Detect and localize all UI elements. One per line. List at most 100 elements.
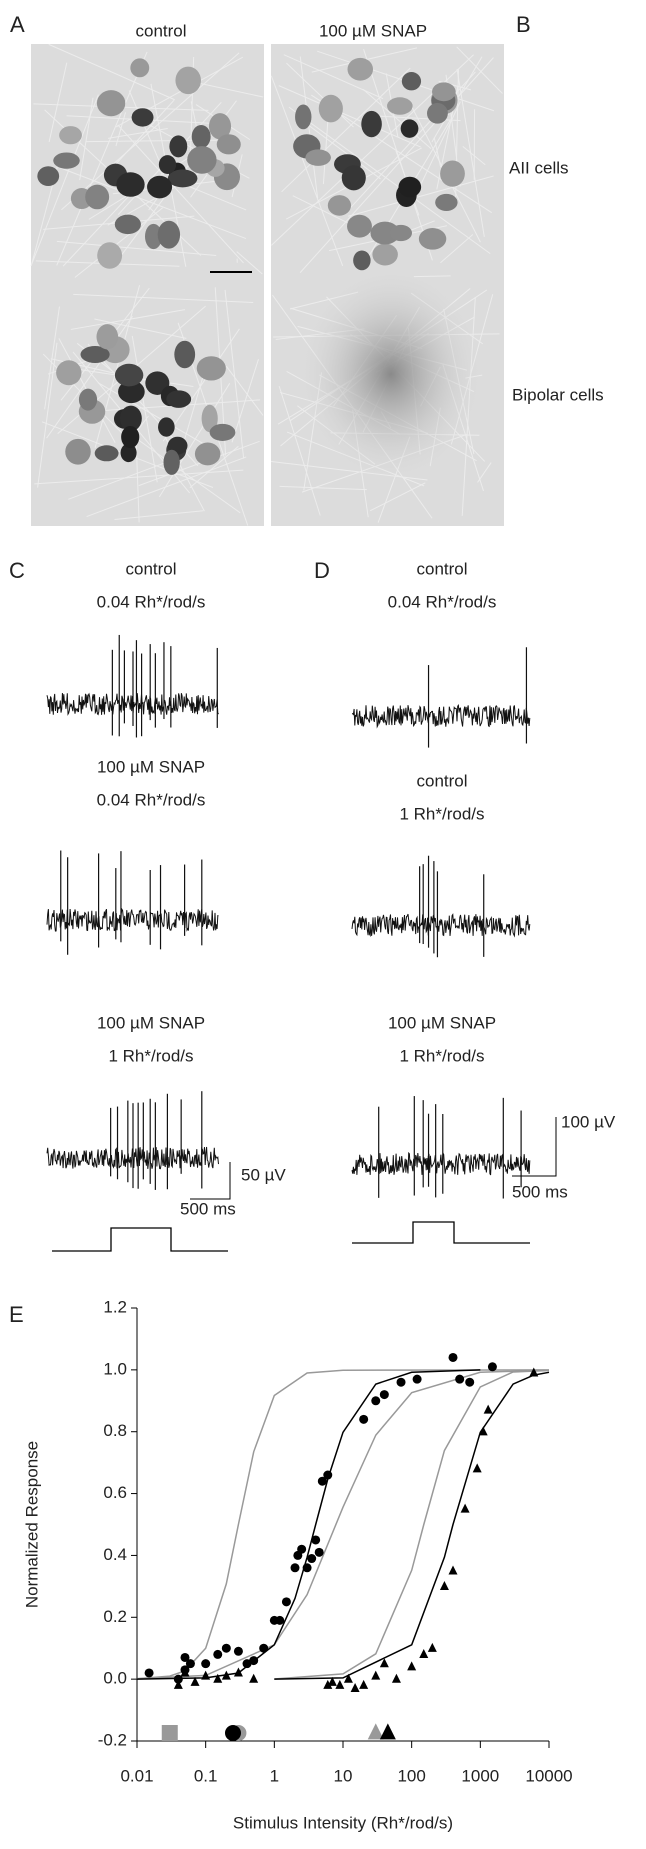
data-point: [371, 1396, 380, 1405]
data-point: [380, 1390, 389, 1399]
cell: [435, 194, 457, 211]
cell: [53, 152, 80, 168]
data-point: [201, 1659, 210, 1668]
y-tick-label: 0.2: [103, 1607, 127, 1626]
scale-label: 50 µV: [241, 1165, 286, 1184]
x-tick-label: 1: [270, 1766, 279, 1785]
row-title: AII cells: [509, 158, 569, 177]
cell: [427, 103, 448, 124]
data-point: [449, 1353, 458, 1362]
cell: [147, 176, 172, 199]
cell: [79, 389, 97, 411]
cell: [387, 97, 413, 114]
cell: [115, 215, 141, 234]
cell: [187, 146, 216, 174]
cell: [159, 155, 176, 174]
data-point: [249, 1656, 258, 1665]
threshold-marker: [225, 1725, 241, 1741]
trace-subtitle: 0.04 Rh*/rod/s: [97, 592, 206, 611]
cell: [217, 134, 241, 154]
data-point: [186, 1659, 195, 1668]
y-axis-title: Normalized Response: [22, 1441, 41, 1608]
data-point: [303, 1563, 312, 1572]
cell: [132, 108, 154, 126]
cell: [328, 195, 351, 216]
cell: [347, 215, 372, 238]
cell: [372, 244, 397, 266]
row-title: Bipolar cells: [512, 385, 604, 404]
y-tick-label: 0.8: [103, 1421, 127, 1440]
y-tick-label: 1.0: [103, 1359, 127, 1378]
data-point: [311, 1535, 320, 1544]
data-point: [213, 1650, 222, 1659]
cell: [158, 221, 180, 249]
cell: [121, 426, 139, 448]
cell: [342, 165, 366, 190]
cell: [401, 119, 419, 137]
cell: [440, 161, 465, 187]
data-point: [323, 1471, 332, 1480]
trace-title: 100 µM SNAP: [97, 757, 205, 776]
cell: [130, 58, 149, 77]
data-point: [297, 1545, 306, 1554]
cell: [174, 341, 195, 369]
y-tick-label: 1.2: [103, 1297, 127, 1316]
micrograph: [31, 285, 264, 526]
trace-title: control: [416, 771, 467, 790]
trace-subtitle: 1 Rh*/rod/s: [399, 1046, 484, 1065]
cell: [97, 242, 122, 268]
cell: [390, 225, 412, 241]
cell: [348, 58, 374, 81]
figure: A B C D E control 100 µM SNAP AII cells …: [0, 0, 646, 1844]
data-point: [145, 1668, 154, 1677]
x-axis-title: Stimulus Intensity (Rh*/rod/s): [233, 1813, 453, 1832]
threshold-marker: [162, 1725, 178, 1741]
scale-label: 500 ms: [512, 1182, 568, 1201]
cell: [197, 356, 226, 380]
cell: [116, 172, 144, 197]
scale-label: 100 µV: [561, 1112, 616, 1131]
x-tick-label: 1000: [461, 1766, 499, 1785]
cell: [65, 439, 90, 465]
panel-label: A: [10, 12, 25, 37]
trace-title: 100 µM SNAP: [97, 1013, 205, 1032]
cell: [353, 251, 370, 271]
cell: [166, 390, 191, 408]
cell: [37, 166, 59, 186]
panel-label: C: [9, 558, 25, 583]
cell: [169, 135, 187, 157]
y-tick-label: 0.4: [103, 1545, 127, 1564]
data-point: [359, 1415, 368, 1424]
trace-subtitle: 1 Rh*/rod/s: [108, 1046, 193, 1065]
data-point: [488, 1362, 497, 1371]
y-tick-label: 0.6: [103, 1483, 127, 1502]
cell: [210, 424, 236, 441]
cell: [158, 417, 175, 436]
y-tick-label: 0.0: [103, 1669, 127, 1688]
cell: [432, 82, 456, 101]
column-title: control: [135, 21, 186, 40]
x-tick-label: 100: [397, 1766, 425, 1785]
x-tick-label: 10000: [525, 1766, 572, 1785]
cell: [56, 360, 81, 385]
x-tick-label: 0.1: [194, 1766, 218, 1785]
cell: [95, 445, 119, 461]
cell: [195, 442, 221, 465]
cell: [419, 228, 446, 250]
stain: [296, 275, 486, 495]
panel-label: B: [516, 12, 531, 37]
data-point: [275, 1616, 284, 1625]
panel-label: D: [314, 558, 330, 583]
cell: [402, 72, 421, 90]
cell: [295, 104, 311, 129]
cell: [175, 67, 201, 95]
x-tick-label: 0.01: [120, 1766, 153, 1785]
cell: [305, 149, 331, 166]
x-tick-label: 10: [334, 1766, 353, 1785]
cell: [398, 177, 421, 198]
data-point: [315, 1548, 324, 1557]
data-point: [234, 1647, 243, 1656]
data-point: [282, 1597, 291, 1606]
trace-subtitle: 0.04 Rh*/rod/s: [97, 790, 206, 809]
y-tick-label: -0.2: [98, 1730, 127, 1749]
